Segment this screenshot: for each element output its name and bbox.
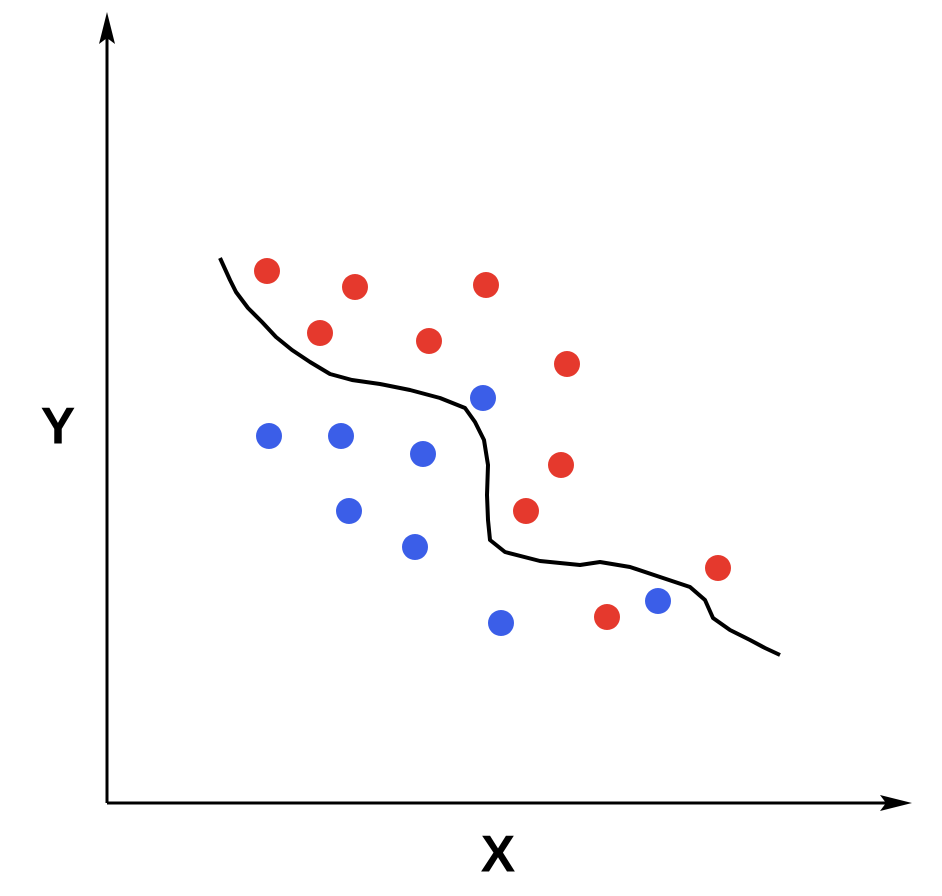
red-point [594,604,620,630]
red-points [254,258,731,630]
blue-points [256,385,671,636]
red-point [548,452,574,478]
blue-point [328,423,354,449]
axes [99,12,912,811]
y-arrow [99,12,115,44]
y-label: Y [41,398,76,456]
red-point [513,498,539,524]
x-label: X [481,826,516,884]
x-arrow [880,795,912,811]
red-point [705,555,731,581]
red-point [254,258,280,284]
blue-point [402,534,428,560]
blue-point [488,610,514,636]
red-point [307,320,333,346]
blue-point [256,423,282,449]
decision-boundary [218,257,781,657]
blue-point [410,441,436,467]
blue-point [645,588,671,614]
red-point [554,351,580,377]
blue-point [336,498,362,524]
red-point [416,328,442,354]
red-point [342,274,368,300]
blue-point [470,385,496,411]
red-point [473,272,499,298]
